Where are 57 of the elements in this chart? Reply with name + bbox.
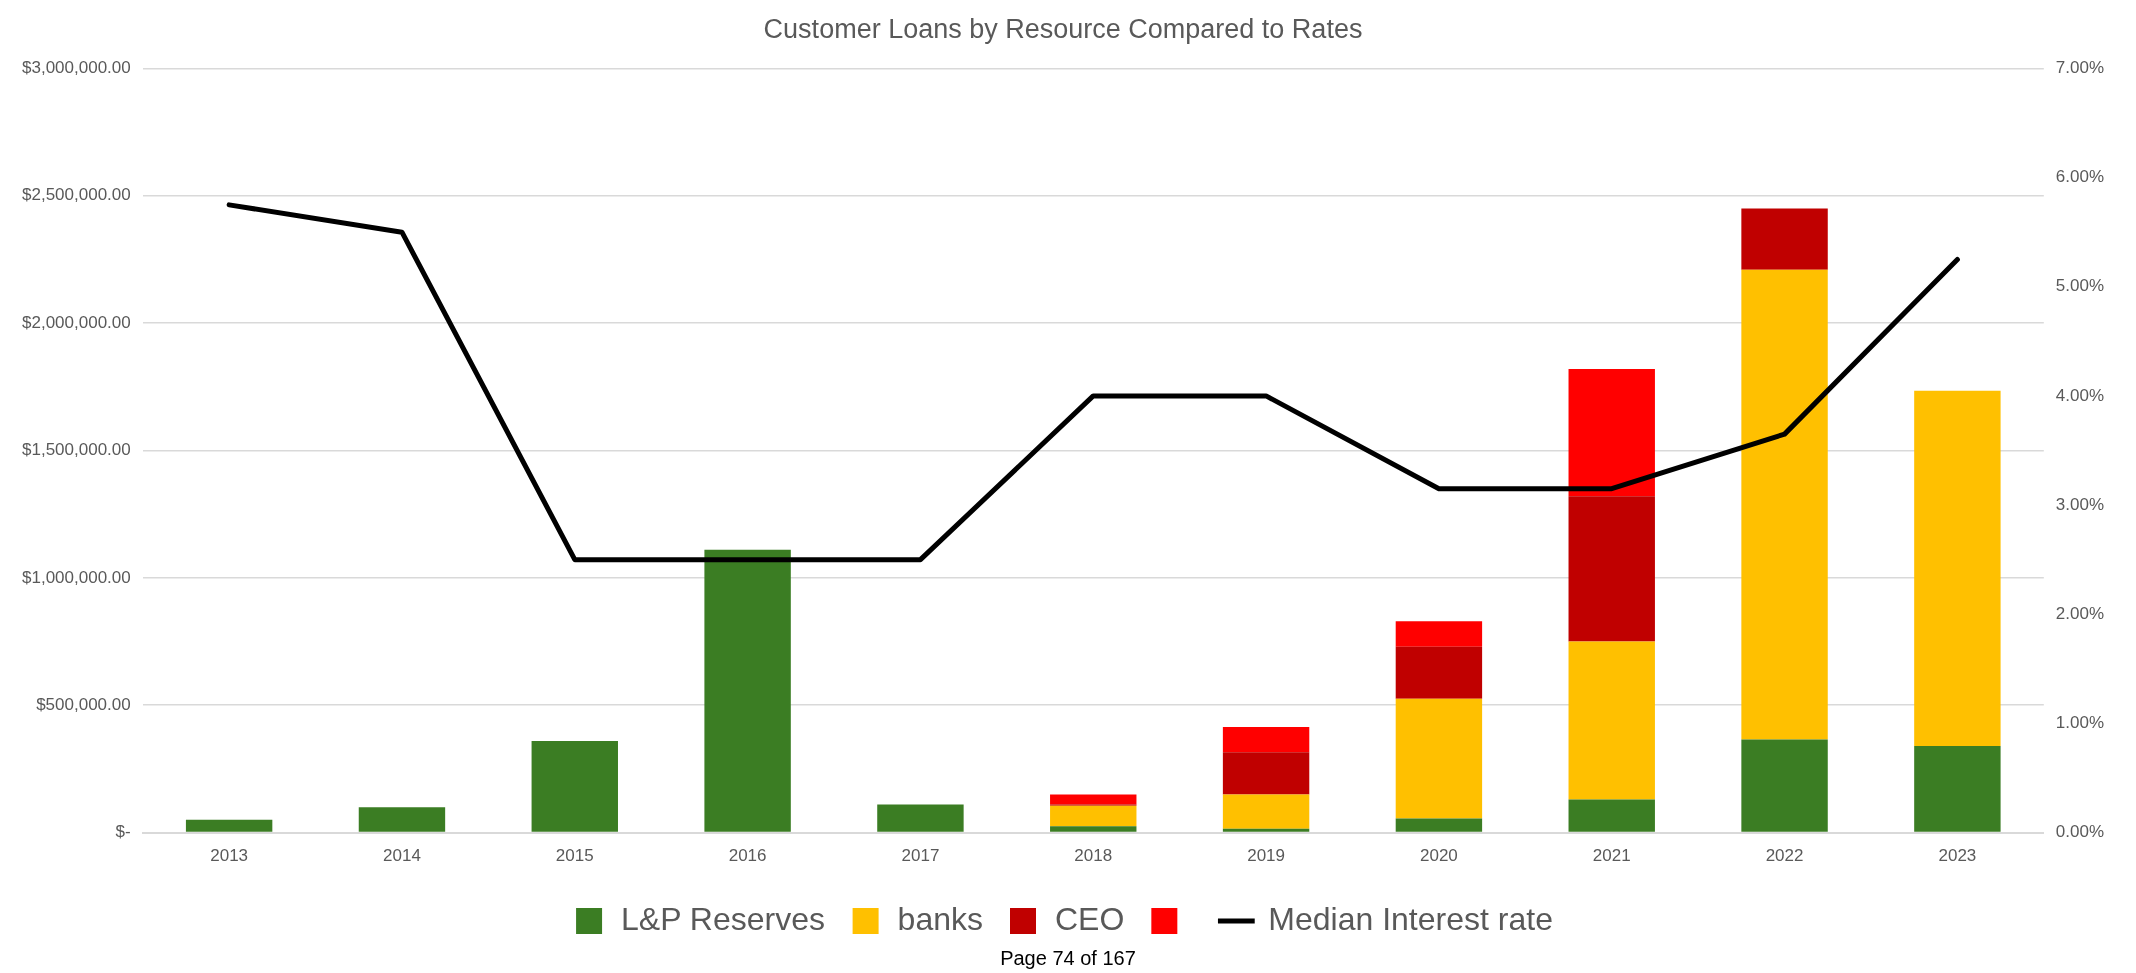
x-tick-label: 2013 — [210, 846, 249, 866]
bar — [1741, 269, 1828, 740]
bar — [1568, 641, 1655, 800]
chart-title: Customer Loans by Resource Compared to Rates — [763, 13, 1363, 44]
bar — [704, 549, 791, 832]
bar — [1741, 208, 1828, 270]
y2-tick-label: 6.00% — [2055, 167, 2104, 187]
legend-label: Median Interest rate — [1268, 900, 1553, 937]
legend-label: CEO — [1054, 900, 1125, 937]
text: Page 74 of 167 — [1000, 946, 1136, 969]
y2-tick-label: 1.00% — [2055, 713, 2104, 733]
bar — [1914, 745, 2001, 832]
legend-label: L&P Reserves — [621, 900, 826, 937]
x-tick-label: 2015 — [555, 846, 594, 866]
y-tick-label: $1,500,000.00 — [22, 440, 131, 460]
bar — [1395, 621, 1483, 647]
bar — [1050, 826, 1137, 832]
bar — [1222, 828, 1310, 832]
y2-tick-label: 2.00% — [2055, 603, 2104, 623]
y2-tick-label: 5.00% — [2055, 276, 2104, 296]
x-tick-label: 2014 — [383, 846, 421, 866]
bar — [1568, 799, 1655, 832]
bar — [1222, 752, 1310, 795]
y-tick-label: $3,000,000.00 — [22, 58, 131, 78]
y-tick-label: $500,000.00 — [36, 694, 131, 714]
bar — [1050, 805, 1137, 827]
bar — [185, 819, 273, 832]
bar — [1741, 739, 1828, 832]
x-tick-label: 2023 — [1938, 846, 1977, 866]
x-tick-label: 2019 — [1247, 846, 1285, 866]
y-tick-label: $2,000,000.00 — [22, 312, 131, 332]
x-tick-label: 2021 — [1592, 846, 1631, 866]
bar — [358, 807, 446, 832]
bar — [877, 804, 964, 832]
x-tick-label: 2017 — [901, 846, 940, 866]
x-tick-label: 2018 — [1074, 846, 1113, 866]
bar — [531, 740, 618, 832]
bar — [1395, 646, 1483, 699]
y-tick-label: $1,000,000.00 — [22, 567, 131, 587]
bar — [1568, 368, 1655, 497]
bar — [1222, 794, 1310, 829]
x-tick-label: 2022 — [1765, 846, 1804, 866]
y2-tick-label: 4.00% — [2055, 385, 2104, 405]
bar — [1568, 496, 1655, 642]
bar — [1914, 390, 2001, 746]
legend-label: banks — [897, 900, 983, 937]
bar — [1395, 698, 1483, 819]
y2-tick-label: 0.00% — [2055, 822, 2104, 842]
y2-tick-label: 7.00% — [2055, 58, 2104, 78]
bar — [1050, 794, 1137, 805]
x-tick-label: 2016 — [728, 846, 767, 866]
bar — [1222, 726, 1310, 753]
y-tick-label: $- — [115, 822, 131, 842]
y-tick-label: $2,500,000.00 — [22, 185, 131, 205]
bar — [1395, 818, 1483, 832]
x-tick-label: 2020 — [1419, 846, 1458, 866]
y2-tick-label: 3.00% — [2055, 494, 2104, 514]
